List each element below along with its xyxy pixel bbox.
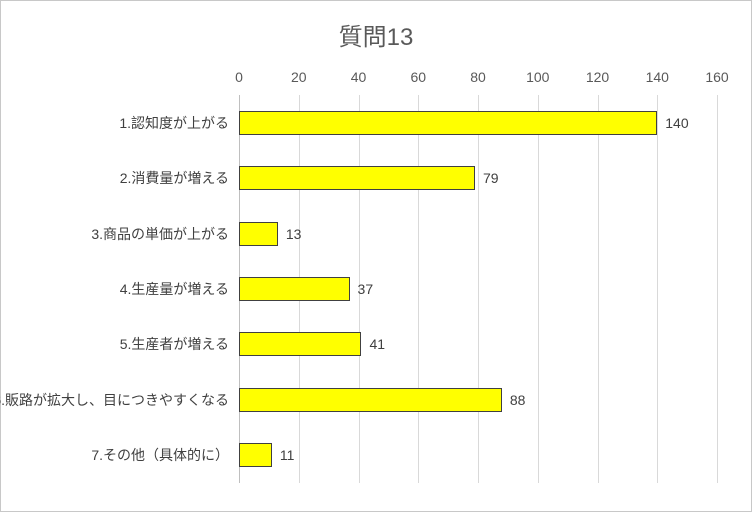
x-tick-label: 80	[470, 69, 486, 85]
category-label: 2.消費量が増える	[120, 168, 229, 188]
chart-container: 質問13 0204060801001201401601.認知度が上がる1402.…	[0, 0, 752, 512]
bar	[239, 332, 361, 356]
gridline	[598, 95, 599, 483]
bar-value-label: 140	[665, 115, 688, 131]
category-label: 5.生産者が増える	[120, 334, 229, 354]
chart-title: 質問13	[1, 17, 751, 52]
x-tick-label: 40	[351, 69, 367, 85]
x-tick-label: 60	[410, 69, 426, 85]
bar-value-label: 79	[483, 170, 499, 186]
gridline	[538, 95, 539, 483]
x-tick-label: 20	[291, 69, 307, 85]
category-label: 6.販路が拡大し、目につきやすくなる	[0, 390, 229, 410]
category-label: 4.生産量が増える	[120, 279, 229, 299]
x-tick-label: 100	[526, 69, 549, 85]
bar-value-label: 88	[510, 392, 526, 408]
category-label: 1.認知度が上がる	[119, 113, 229, 133]
x-tick-label: 120	[586, 69, 609, 85]
gridline	[657, 95, 658, 483]
category-label: 7.その他（具体的に）	[91, 445, 229, 465]
bar	[239, 277, 350, 301]
gridline	[478, 95, 479, 483]
bar-value-label: 13	[286, 226, 302, 242]
bar-value-label: 37	[358, 281, 374, 297]
bar	[239, 222, 278, 246]
bar-value-label: 11	[280, 447, 295, 463]
x-tick-label: 140	[646, 69, 669, 85]
bar-value-label: 41	[369, 336, 385, 352]
plot-area: 0204060801001201401601.認知度が上がる1402.消費量が増…	[239, 95, 717, 483]
x-tick-label: 0	[235, 69, 243, 85]
bar	[239, 388, 502, 412]
gridline	[717, 95, 718, 483]
gridline	[418, 95, 419, 483]
bar	[239, 443, 272, 467]
bar	[239, 111, 657, 135]
bar	[239, 166, 475, 190]
category-label: 3.商品の単価が上がる	[91, 224, 229, 244]
x-tick-label: 160	[705, 69, 728, 85]
